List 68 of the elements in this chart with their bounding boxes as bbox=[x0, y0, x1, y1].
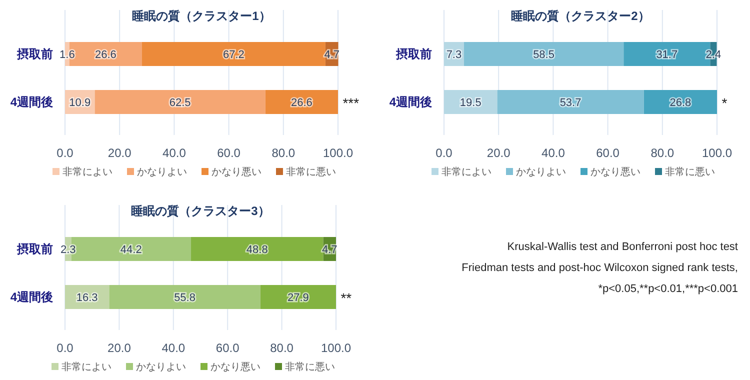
data-label: 1.6 bbox=[60, 49, 75, 61]
text: *p<0.05,**p<0.01,***p<0.001 bbox=[598, 283, 738, 295]
y-tick-label: 4週間後 bbox=[389, 95, 432, 109]
bar bbox=[142, 42, 326, 66]
data-label: 44.2 bbox=[120, 244, 142, 256]
y-tick-label: 4週間後 bbox=[10, 95, 53, 109]
bar bbox=[94, 90, 266, 114]
x-tick-label: 40.0 bbox=[162, 146, 186, 160]
data-label: 48.8 bbox=[246, 244, 268, 256]
y-tick-label: 摂取前 bbox=[16, 47, 53, 61]
x-tick-label: 80.0 bbox=[270, 341, 294, 355]
data-label: 53.7 bbox=[560, 97, 582, 109]
text: Friedman tests and post-hoc Wilcoxon signed rank tests, bbox=[462, 262, 738, 274]
bar bbox=[109, 285, 260, 309]
chart-title: 睡眠の質（クラスター1） bbox=[132, 9, 271, 23]
x-tick-label: 40.0 bbox=[542, 146, 566, 160]
data-label: 55.8 bbox=[174, 292, 196, 304]
legend-label: かなり悪い bbox=[210, 362, 260, 373]
x-tick-label: 20.0 bbox=[108, 146, 132, 160]
legend-label: 非常に悪い bbox=[286, 166, 336, 178]
legend-label: 非常によい bbox=[62, 166, 112, 178]
bar bbox=[464, 42, 624, 66]
data-label: 16.3 bbox=[76, 292, 98, 304]
x-tick-label: 40.0 bbox=[162, 341, 186, 355]
legend-label: 非常に悪い bbox=[665, 166, 715, 178]
data-label: 58.5 bbox=[533, 49, 554, 61]
legend-label: かなりよい bbox=[137, 167, 187, 178]
data-label: 67.2 bbox=[223, 49, 244, 61]
x-tick-label: 60.0 bbox=[217, 146, 241, 160]
text: * bbox=[722, 95, 728, 111]
x-tick-label: 80.0 bbox=[272, 146, 296, 160]
data-label: 7.3 bbox=[446, 49, 462, 61]
x-tick-label: 0.0 bbox=[56, 341, 74, 355]
legend-label: かなり悪い bbox=[590, 167, 640, 178]
x-tick-label: 80.0 bbox=[650, 146, 674, 160]
x-tick-label: 20.0 bbox=[486, 146, 511, 160]
y-tick-label: 摂取前 bbox=[395, 47, 432, 61]
bar bbox=[191, 237, 324, 261]
legend-label: 非常に悪い bbox=[285, 361, 335, 373]
y-tick-label: 摂取前 bbox=[16, 242, 53, 256]
legend-label: 非常によい bbox=[442, 166, 492, 178]
legend-label: かなりよい bbox=[516, 167, 566, 178]
x-tick-label: 0.0 bbox=[56, 146, 74, 160]
chart-title: 睡眠の質（クラスター3） bbox=[131, 204, 270, 218]
legend-label: かなりよい bbox=[136, 362, 186, 373]
x-tick-label: 60.0 bbox=[596, 146, 620, 160]
data-label: 19.5 bbox=[460, 97, 482, 109]
data-label: 26.6 bbox=[290, 97, 312, 109]
text: Kruskal-Wallis test and Bonferroni post hoc test bbox=[507, 241, 738, 253]
x-tick-label: 0.0 bbox=[436, 146, 453, 160]
data-label: 27.9 bbox=[287, 292, 309, 304]
y-tick-label: 4週間後 bbox=[10, 290, 53, 304]
text: *** bbox=[342, 95, 360, 111]
legend-label: かなり悪い bbox=[212, 167, 262, 178]
data-label: 26.6 bbox=[94, 49, 116, 61]
data-label: 31.7 bbox=[656, 49, 678, 61]
x-tick-label: 100.0 bbox=[320, 341, 352, 355]
x-tick-label: 20.0 bbox=[108, 341, 132, 355]
data-label: 10.9 bbox=[69, 97, 91, 109]
data-label: 26.8 bbox=[670, 97, 692, 109]
x-tick-label: 60.0 bbox=[216, 341, 240, 355]
x-tick-label: 100.0 bbox=[702, 146, 732, 160]
legend-label: 非常によい bbox=[62, 361, 112, 373]
x-tick-label: 100.0 bbox=[322, 146, 354, 160]
text: ** bbox=[340, 290, 352, 306]
data-label: 62.5 bbox=[169, 97, 191, 109]
bar bbox=[497, 90, 644, 114]
chart-title: 睡眠の質（クラスター2） bbox=[511, 9, 650, 23]
